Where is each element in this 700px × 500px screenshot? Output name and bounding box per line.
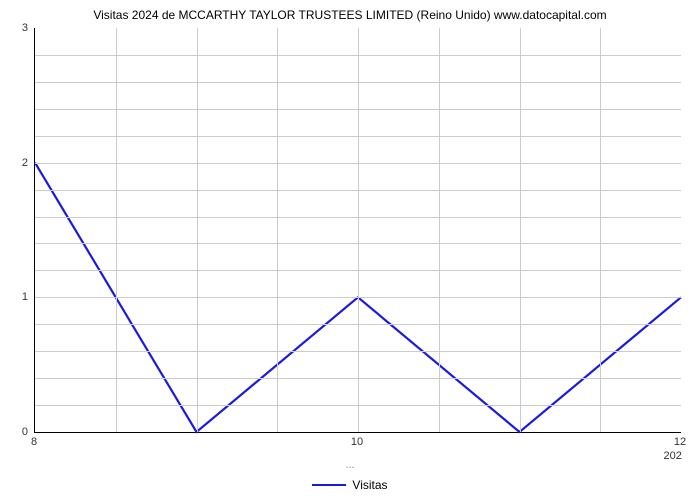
chart-title: Visitas 2024 de MCCARTHY TAYLOR TRUSTEES… [0,8,700,22]
y-tick-label: 2 [8,157,28,169]
ellipsis-indicator: ... [0,459,700,471]
x-secondary-label: 202 [663,450,681,462]
legend: Visitas [0,478,700,492]
gridline-v [116,28,117,432]
y-tick-label: 0 [8,426,28,438]
y-tick-label: 1 [8,291,28,303]
y-tick-label: 3 [8,22,28,34]
gridline-v [358,28,359,432]
x-tick-label: 10 [351,436,363,448]
x-tick-label: 8 [31,436,37,448]
gridline-v [439,28,440,432]
legend-swatch [312,484,346,486]
visits-line-chart: Visitas 2024 de MCCARTHY TAYLOR TRUSTEES… [0,0,700,500]
gridline-v [277,28,278,432]
gridline-v [520,28,521,432]
x-tick-label: 12 [674,436,686,448]
legend-label: Visitas [352,478,387,492]
gridline-v [600,28,601,432]
gridline-v [197,28,198,432]
plot-area [34,28,681,433]
